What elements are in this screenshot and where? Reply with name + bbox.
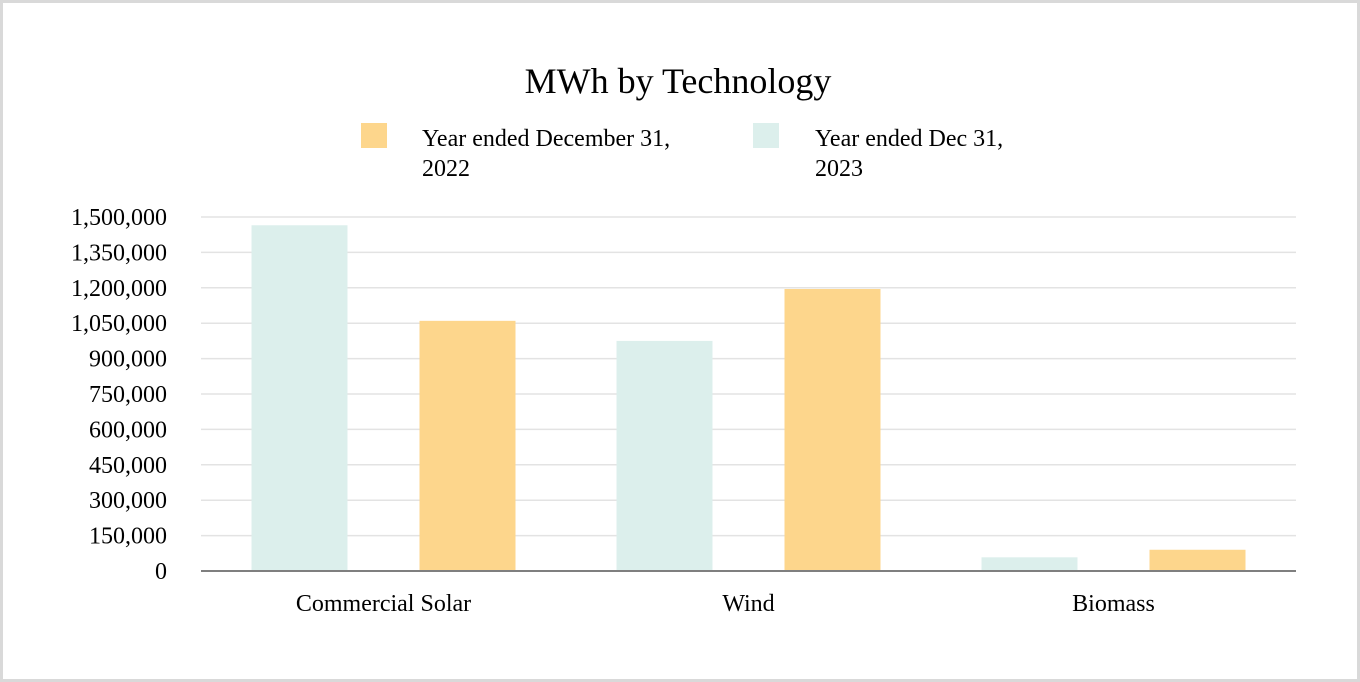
- x-category-label: Wind: [722, 591, 774, 617]
- bars: [251, 225, 1246, 571]
- x-category-label: Commercial Solar: [296, 591, 471, 617]
- legend: Year ended December 31, 2022 Year ended …: [361, 123, 1009, 182]
- bar-biomass-series-1: [1149, 549, 1246, 571]
- bar-commercial-solar-series-0: [251, 225, 348, 571]
- legend-swatch-2023: [753, 123, 779, 148]
- chart-title: MWh by Technology: [525, 61, 832, 101]
- y-tick-label: 1,500,000: [71, 205, 167, 231]
- legend-label-2022-line2: 2022: [422, 156, 470, 182]
- y-tick-label: 150,000: [89, 524, 167, 550]
- x-category-label: Biomass: [1072, 591, 1155, 617]
- legend-label-2022: Year ended December 31, 2022: [422, 126, 676, 182]
- bar-wind-series-1: [784, 288, 881, 571]
- y-tick-label: 300,000: [89, 488, 167, 514]
- y-tick-label: 0: [155, 559, 167, 585]
- y-tick-label: 900,000: [89, 347, 167, 373]
- bar-wind-series-0: [616, 340, 713, 571]
- y-tick-label: 1,200,000: [71, 276, 167, 302]
- y-tick-label: 450,000: [89, 453, 167, 479]
- gridlines: [201, 216, 1296, 537]
- y-tick-label: 1,050,000: [71, 311, 167, 337]
- legend-swatch-2022: [361, 123, 387, 148]
- y-tick-label: 1,350,000: [71, 240, 167, 266]
- y-axis-tick-labels: 0 150,000 300,000 450,000 600,000 750,000 900,…: [71, 205, 167, 585]
- y-tick-label: 750,000: [89, 382, 167, 408]
- legend-label-2023-line2: 2023: [815, 156, 863, 182]
- legend-label-2023-line1: Year ended Dec 31,: [815, 126, 1003, 152]
- bar-commercial-solar-series-1: [419, 320, 516, 571]
- bar-biomass-series-0: [981, 557, 1078, 571]
- x-axis-category-labels: Commercial Solar Wind Biomass: [296, 591, 1155, 617]
- legend-label-2022-line1: Year ended December 31,: [422, 126, 670, 152]
- y-tick-label: 600,000: [89, 417, 167, 443]
- legend-label-2023: Year ended Dec 31, 2023: [815, 126, 1009, 182]
